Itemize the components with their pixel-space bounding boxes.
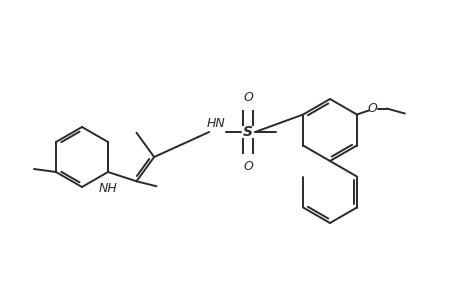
- Text: O: O: [367, 102, 377, 115]
- Text: O: O: [243, 91, 252, 104]
- Text: NH: NH: [98, 182, 117, 195]
- Text: S: S: [243, 125, 252, 139]
- Text: O: O: [243, 160, 252, 173]
- Text: HN: HN: [207, 117, 225, 130]
